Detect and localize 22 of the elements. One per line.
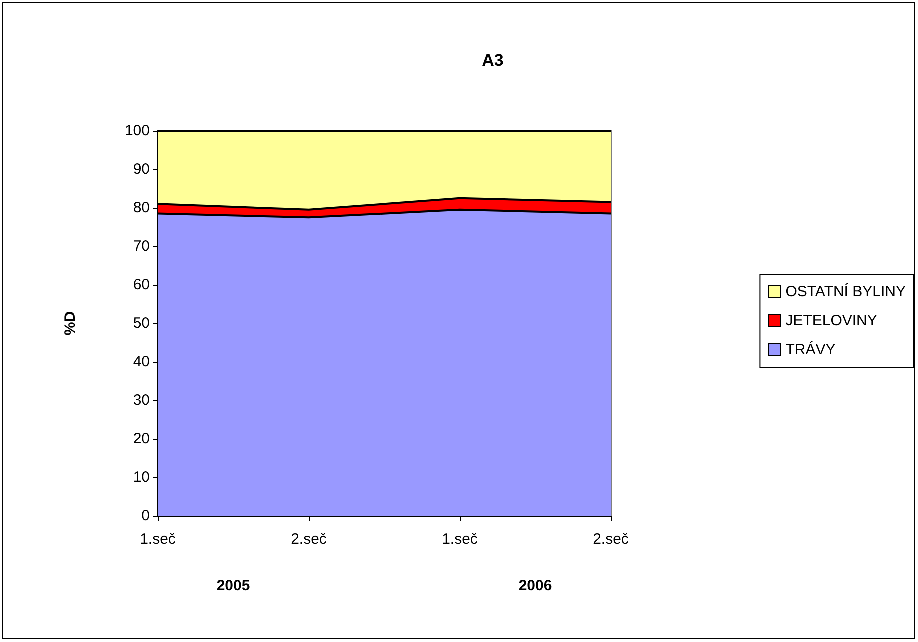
x-tick-label: 2.seč xyxy=(291,531,328,548)
y-tick-label: 70 xyxy=(133,238,150,255)
y-tick-label: 60 xyxy=(133,276,150,294)
y-axis-title: %D xyxy=(62,311,79,336)
legend-label: JETELOVINY xyxy=(786,312,878,330)
y-tick-label: 50 xyxy=(133,315,150,332)
legend-label: OSTATNÍ BYLINY xyxy=(786,282,906,300)
text: 2006 xyxy=(518,578,552,594)
y-tick-label: 0 xyxy=(142,508,150,524)
x-tick-label: 1.seč xyxy=(442,531,478,548)
y-tick-label: 40 xyxy=(133,354,150,370)
y-tick-label: 80 xyxy=(133,200,150,216)
text: 2005 xyxy=(216,578,250,594)
y-tick-label: 20 xyxy=(133,430,150,448)
chart-title: A3 xyxy=(482,51,504,70)
y-tick-label: 90 xyxy=(133,161,150,178)
x-tick-label: 1.seč xyxy=(140,531,176,548)
legend-label: TRÁVY xyxy=(786,340,836,358)
y-tick-label: 10 xyxy=(133,469,150,486)
y-tick-label: 30 xyxy=(133,392,150,409)
x-tick-label: 2.seč xyxy=(593,531,630,548)
y-tick-label: 100 xyxy=(124,122,150,140)
